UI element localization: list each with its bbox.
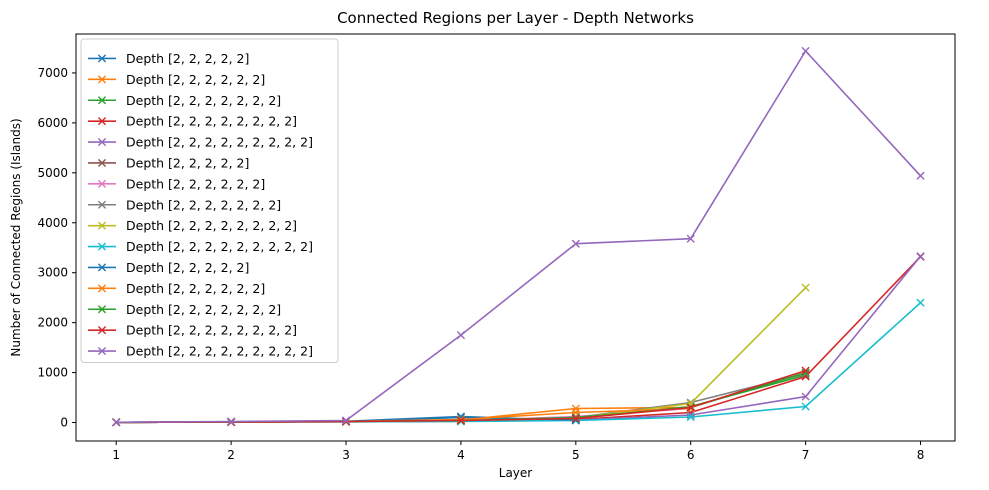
legend-label: Depth [2, 2, 2, 2, 2, 2, 2] <box>126 93 281 108</box>
data-point-marker <box>571 414 580 423</box>
y-tick-label: 5000 <box>37 166 68 180</box>
legend-label: Depth [2, 2, 2, 2, 2] <box>126 155 249 170</box>
legend-marker <box>97 158 107 168</box>
legend-marker <box>97 75 107 84</box>
legend-marker <box>97 346 107 356</box>
data-point-marker <box>686 412 695 422</box>
x-tick-label: 1 <box>112 448 120 462</box>
data-point-marker <box>801 366 810 375</box>
legend-marker <box>97 284 107 293</box>
legend-label: Depth [2, 2, 2, 2, 2, 2, 2, 2, 2] <box>126 239 313 254</box>
legend-label: Depth [2, 2, 2, 2, 2, 2, 2, 2] <box>126 114 297 129</box>
x-tick-label: 2 <box>227 448 235 462</box>
y-tick-label: 6000 <box>37 116 68 130</box>
data-point-marker <box>112 418 121 427</box>
data-point-marker <box>801 402 810 411</box>
y-axis-label: Number of Connected Regions (Islands) <box>9 118 23 356</box>
series-line <box>116 50 922 424</box>
legend-marker <box>97 179 107 188</box>
legend-item: Depth [2, 2, 2, 2, 2, 2, 2] <box>88 302 281 317</box>
legend-item: Depth [2, 2, 2, 2, 2, 2, 2, 2, 2] <box>88 239 313 254</box>
legend-label: Depth [2, 2, 2, 2, 2, 2, 2] <box>126 302 281 317</box>
series-15 <box>112 46 925 427</box>
data-point-marker <box>571 239 580 248</box>
data-point-marker <box>916 171 925 180</box>
data-point-marker <box>456 331 466 340</box>
legend-item: Depth [2, 2, 2, 2, 2] <box>88 260 249 275</box>
plot-area-frame <box>75 33 956 442</box>
legend-item: Depth [2, 2, 2, 2, 2, 2, 2] <box>88 197 281 212</box>
x-axis: 1 2 3 4 5 6 7 8 <box>112 441 924 462</box>
y-tick-label: 7000 <box>37 66 68 80</box>
y-tick-label: 1000 <box>37 366 68 380</box>
legend-item: Depth [2, 2, 2, 2, 2, 2, 2, 2] <box>88 218 297 233</box>
data-point-marker <box>571 413 580 422</box>
data-point-marker <box>801 368 810 377</box>
series-layer <box>112 46 925 427</box>
y-tick-label: 4000 <box>37 216 68 230</box>
data-point-marker <box>916 252 925 261</box>
legend-label: Depth [2, 2, 2, 2, 2, 2] <box>126 176 265 191</box>
legend-marker <box>97 96 107 105</box>
legend-marker <box>97 200 107 209</box>
legend-label: Depth [2, 2, 2, 2, 2] <box>126 51 249 66</box>
legend-item: Depth [2, 2, 2, 2, 2] <box>88 155 249 170</box>
legend-item: Depth [2, 2, 2, 2, 2, 2, 2] <box>88 93 281 108</box>
data-point-marker <box>686 403 695 412</box>
legend-item: Depth [2, 2, 2, 2, 2, 2] <box>88 72 265 87</box>
legend-label: Depth [2, 2, 2, 2, 2] <box>126 260 249 275</box>
x-tick-label: 8 <box>917 448 925 462</box>
x-tick-label: 6 <box>687 448 695 462</box>
data-point-marker <box>341 416 351 425</box>
legend-label: Depth [2, 2, 2, 2, 2, 2, 2, 2] <box>126 323 297 338</box>
data-point-marker <box>227 417 236 426</box>
x-tick-label: 3 <box>342 448 350 462</box>
legend-item: Depth [2, 2, 2, 2, 2, 2, 2, 2, 2] <box>88 135 313 150</box>
legend-marker <box>97 242 107 251</box>
legend-item: Depth [2, 2, 2, 2, 2, 2, 2, 2, 2] <box>88 344 313 359</box>
legend-marker <box>97 221 107 230</box>
legend-label: Depth [2, 2, 2, 2, 2, 2, 2, 2, 2] <box>126 135 313 150</box>
y-tick-label: 0 <box>60 416 68 430</box>
y-tick-label: 3000 <box>37 266 68 280</box>
legend-marker <box>97 263 107 272</box>
data-point-marker <box>456 416 466 425</box>
legend-item: Depth [2, 2, 2, 2, 2] <box>88 51 249 66</box>
legend-marker <box>97 54 107 63</box>
x-tick-label: 4 <box>457 448 465 462</box>
data-point-marker <box>801 392 810 401</box>
legend-item: Depth [2, 2, 2, 2, 2, 2, 2, 2] <box>88 114 297 129</box>
legend-box <box>80 38 339 363</box>
legend-marker <box>97 117 107 126</box>
legend-label: Depth [2, 2, 2, 2, 2, 2, 2, 2, 2] <box>126 344 313 359</box>
y-tick-label: 2000 <box>37 316 68 330</box>
legend-label: Depth [2, 2, 2, 2, 2, 2] <box>126 281 265 296</box>
legend: Depth [2, 2, 2, 2, 2] Depth [2, 2, 2, 2, … <box>80 38 339 363</box>
x-tick-label: 5 <box>572 448 580 462</box>
data-point-marker <box>686 234 695 243</box>
y-axis: 0 1000 2000 3000 4000 5000 6000 7000 <box>37 66 76 430</box>
data-point-marker <box>801 283 810 292</box>
legend-marker <box>97 137 107 147</box>
data-point-marker <box>801 46 810 56</box>
legend-label: Depth [2, 2, 2, 2, 2, 2, 2, 2] <box>126 218 297 233</box>
chart-title: Connected Regions per Layer - Depth Netw… <box>337 9 694 27</box>
legend-label: Depth [2, 2, 2, 2, 2, 2, 2] <box>126 197 281 212</box>
legend-marker <box>97 326 107 335</box>
x-axis-label: Layer <box>499 466 533 480</box>
legend-item: Depth [2, 2, 2, 2, 2, 2, 2, 2] <box>88 323 297 338</box>
legend-label: Depth [2, 2, 2, 2, 2, 2] <box>126 72 265 87</box>
legend-item: Depth [2, 2, 2, 2, 2, 2] <box>88 281 265 296</box>
legend-item: Depth [2, 2, 2, 2, 2, 2] <box>88 176 265 191</box>
x-tick-label: 7 <box>802 448 810 462</box>
legend-marker <box>97 305 107 314</box>
data-point-marker <box>916 298 925 307</box>
data-point-marker <box>456 415 466 424</box>
